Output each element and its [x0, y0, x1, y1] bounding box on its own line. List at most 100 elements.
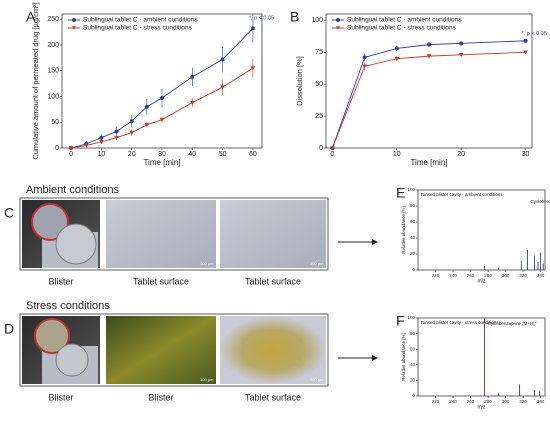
marker: [144, 104, 149, 109]
photo-detail: [34, 318, 70, 354]
scale-bar: 200 µm: [310, 261, 324, 266]
scale-bar: 200 µm: [310, 377, 324, 382]
series-line: [71, 67, 254, 149]
x-tick-label: 0: [69, 151, 73, 158]
y-tick-label: 25: [315, 113, 323, 120]
y-axis-label: Relative abundance [%]: [401, 206, 406, 254]
legend-label: Sublingual tablet C - stress conditions: [83, 25, 193, 32]
plot-frame: [417, 189, 546, 271]
y-tick-label: 100: [407, 315, 415, 320]
x-tick-label: 340: [537, 399, 545, 404]
x-axis-label: Time [min]: [410, 158, 447, 167]
y-tick-label: 60: [410, 346, 416, 351]
marker: [68, 146, 74, 151]
marker: [129, 130, 134, 135]
marker: [362, 55, 367, 60]
y-tick-label: 0: [412, 267, 415, 272]
scale-bar: 100 µm: [200, 261, 214, 266]
x-axis-label: m/z: [477, 278, 486, 284]
y-tick-label: 40: [410, 235, 416, 240]
y-tick-label: 75: [315, 49, 323, 56]
x-tick-label: 60: [249, 151, 257, 158]
x-tick-label: 220: [432, 273, 440, 278]
annotation: *, p < 0.05: [522, 31, 547, 37]
x-tick-label: 300: [502, 399, 510, 404]
marker: [394, 56, 400, 61]
photo: [106, 200, 216, 268]
y-tick-label: 0: [412, 393, 415, 398]
marker: [362, 64, 367, 69]
photo-detail: [55, 223, 97, 265]
y-tick-label: 20: [410, 251, 416, 256]
arrow-head: [372, 239, 378, 245]
photo: [106, 316, 216, 384]
photo-frame: [19, 197, 329, 271]
x-axis-label: Time [min]: [143, 158, 180, 167]
y-tick-label: 150: [47, 68, 59, 75]
marker: [458, 53, 464, 58]
photo-frame: [19, 313, 329, 387]
panel-letter: C: [4, 205, 14, 221]
marker: [190, 74, 195, 79]
peak-label: Cyclobenzaprine [M+H]⁺: [488, 321, 538, 326]
section-title: Stress conditions: [26, 300, 110, 312]
panel-letter: F: [396, 313, 405, 329]
x-tick-label: 320: [519, 399, 527, 404]
x-tick-label: 340: [537, 273, 545, 278]
caption: Tablet surface: [245, 392, 301, 402]
x-tick-label: 240: [449, 399, 457, 404]
spectrum-label: Rinsed blister cavity - stress condition…: [421, 320, 499, 325]
plot-frame: [325, 13, 533, 149]
peak-label: Cyclobenzaprine [M+H]⁺: [530, 199, 550, 204]
y-tick-label: 0: [55, 145, 59, 152]
marker: [523, 50, 528, 55]
y-tick-label: 50: [51, 119, 59, 126]
y-tick-label: 100: [407, 187, 415, 192]
caption: Tablet surface: [133, 276, 189, 286]
y-tick-label: 50: [315, 81, 323, 88]
scale-bar: 100 µm: [200, 377, 214, 382]
x-tick-label: 260: [467, 273, 475, 278]
photo: [220, 200, 326, 268]
panel-letter: A: [26, 9, 36, 25]
legend-label: Sublingual tablet C - ambient conditions: [347, 17, 462, 24]
marker: [330, 146, 335, 151]
x-tick-label: 300: [502, 273, 510, 278]
marker: [83, 143, 89, 148]
x-tick-label: 50: [219, 151, 227, 158]
x-tick-label: 10: [393, 151, 401, 158]
photo: [220, 316, 326, 384]
marker: [190, 100, 195, 105]
y-tick-label: 200: [47, 42, 59, 49]
x-tick-label: 240: [449, 273, 457, 278]
x-tick-label: 20: [128, 151, 136, 158]
marker: [250, 26, 255, 31]
y-tick-label: 20: [410, 378, 416, 383]
y-tick-label: 0: [319, 145, 323, 152]
x-tick-label: 20: [457, 151, 465, 158]
y-tick-label: 60: [410, 219, 416, 224]
y-tick-label: 80: [410, 331, 416, 336]
legend-label: Sublingual tablet C - ambient conditions: [83, 17, 198, 24]
marker: [99, 140, 104, 145]
y-tick-label: 100: [47, 93, 59, 100]
legend-label: Sublingual tablet C - stress conditions: [347, 25, 457, 32]
marker: [220, 57, 225, 62]
panel-letter: B: [290, 9, 299, 25]
legend-marker: [72, 26, 76, 30]
marker: [459, 41, 464, 46]
x-tick-label: 0: [330, 151, 334, 158]
y-tick-label: 40: [410, 362, 416, 367]
legend-marker: [336, 18, 340, 22]
legend-marker: [72, 18, 76, 22]
x-tick-label: 320: [519, 273, 527, 278]
x-tick-label: 30: [158, 151, 166, 158]
marker: [99, 135, 104, 140]
x-tick-label: 10: [97, 151, 105, 158]
plot-frame: [417, 317, 546, 397]
x-tick-label: 260: [467, 399, 475, 404]
caption: Blister: [48, 276, 73, 286]
marker: [114, 135, 119, 140]
arrow-head: [372, 355, 378, 361]
marker: [426, 54, 432, 59]
